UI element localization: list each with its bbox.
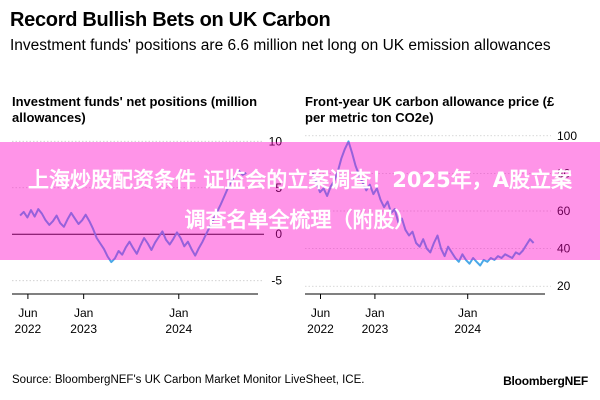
series-line [19,170,247,264]
left-panel-title: Investment funds' net positions (million… [12,94,258,125]
x-tick-label: Jan [169,306,188,320]
y-tick-label: 100 [557,129,577,143]
x-tick-label: Jan [458,306,477,320]
source-note: Source: BloombergNEF's UK Carbon Market … [12,374,365,386]
x-tick-label: 2023 [362,322,389,336]
x-tick-label: 2022 [15,322,42,336]
y-tick-label: 10 [269,134,283,148]
x-tick-label: Jun [18,306,37,320]
y-tick-label: 5 [275,181,282,195]
y-tick-label: -5 [271,274,282,288]
y-tick-label: 20 [557,279,571,293]
y-tick-label: 0 [275,227,282,241]
chart-subtitle: Investment funds' positions are 6.6 mill… [10,37,551,54]
x-tick-label: Jun [311,306,330,320]
x-tick-label: 2022 [307,322,334,336]
x-tick-label: 2024 [165,322,192,336]
right-panel-title: Front-year UK carbon allowance price (£ … [305,94,555,125]
series-line [311,140,535,267]
overlay-banner [0,142,600,260]
y-tick-label: 60 [557,204,571,218]
y-tick-label: 80 [557,166,571,180]
overlay-banner-text: 上海炒股配资条件 证监会的立案调查！2025年，A股立案调查名单全梳理（附股） [27,168,572,232]
brand-logo: BloombergNEF [503,374,588,388]
x-tick-label: Jan [74,306,93,320]
chart-title: Record Bullish Bets on UK Carbon [10,9,331,31]
x-tick-label: 2024 [454,322,481,336]
x-tick-label: Jan [365,306,384,320]
x-tick-label: 2023 [70,322,97,336]
y-tick-label: 40 [557,242,571,256]
